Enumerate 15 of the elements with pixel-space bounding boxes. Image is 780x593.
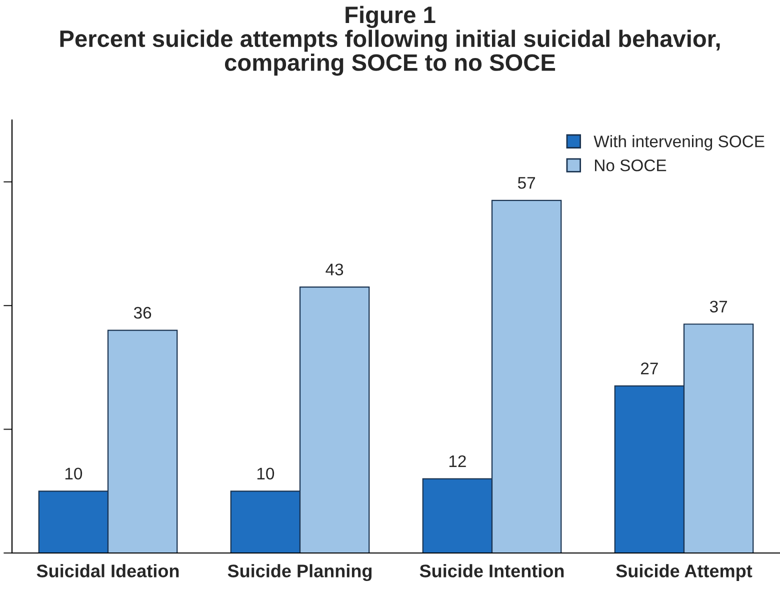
x-tick-label: Suicide Planning [228,564,372,582]
x-tick-label: Suicide Intention [420,564,564,578]
data-label: 10 [65,468,82,480]
legend-label: No SOCE [595,159,666,172]
data-label: 36 [134,306,152,319]
data-label: 57 [518,177,535,189]
chart-title: Figure 1 Percent suicide attempts following initial suicidal behavior, comparing SOCE to no SOCE [60,6,720,76]
data-label: 43 [326,264,344,276]
data-label: 12 [449,455,466,467]
x-tick-label: Suicide Attempt [616,564,752,581]
data-label: 37 [710,300,727,312]
x-tick-label: Suicidal Ideation [36,564,179,578]
data-label: 27 [641,362,658,374]
data-label: 10 [257,468,274,480]
legend-label: With intervening SOCE [594,135,764,151]
